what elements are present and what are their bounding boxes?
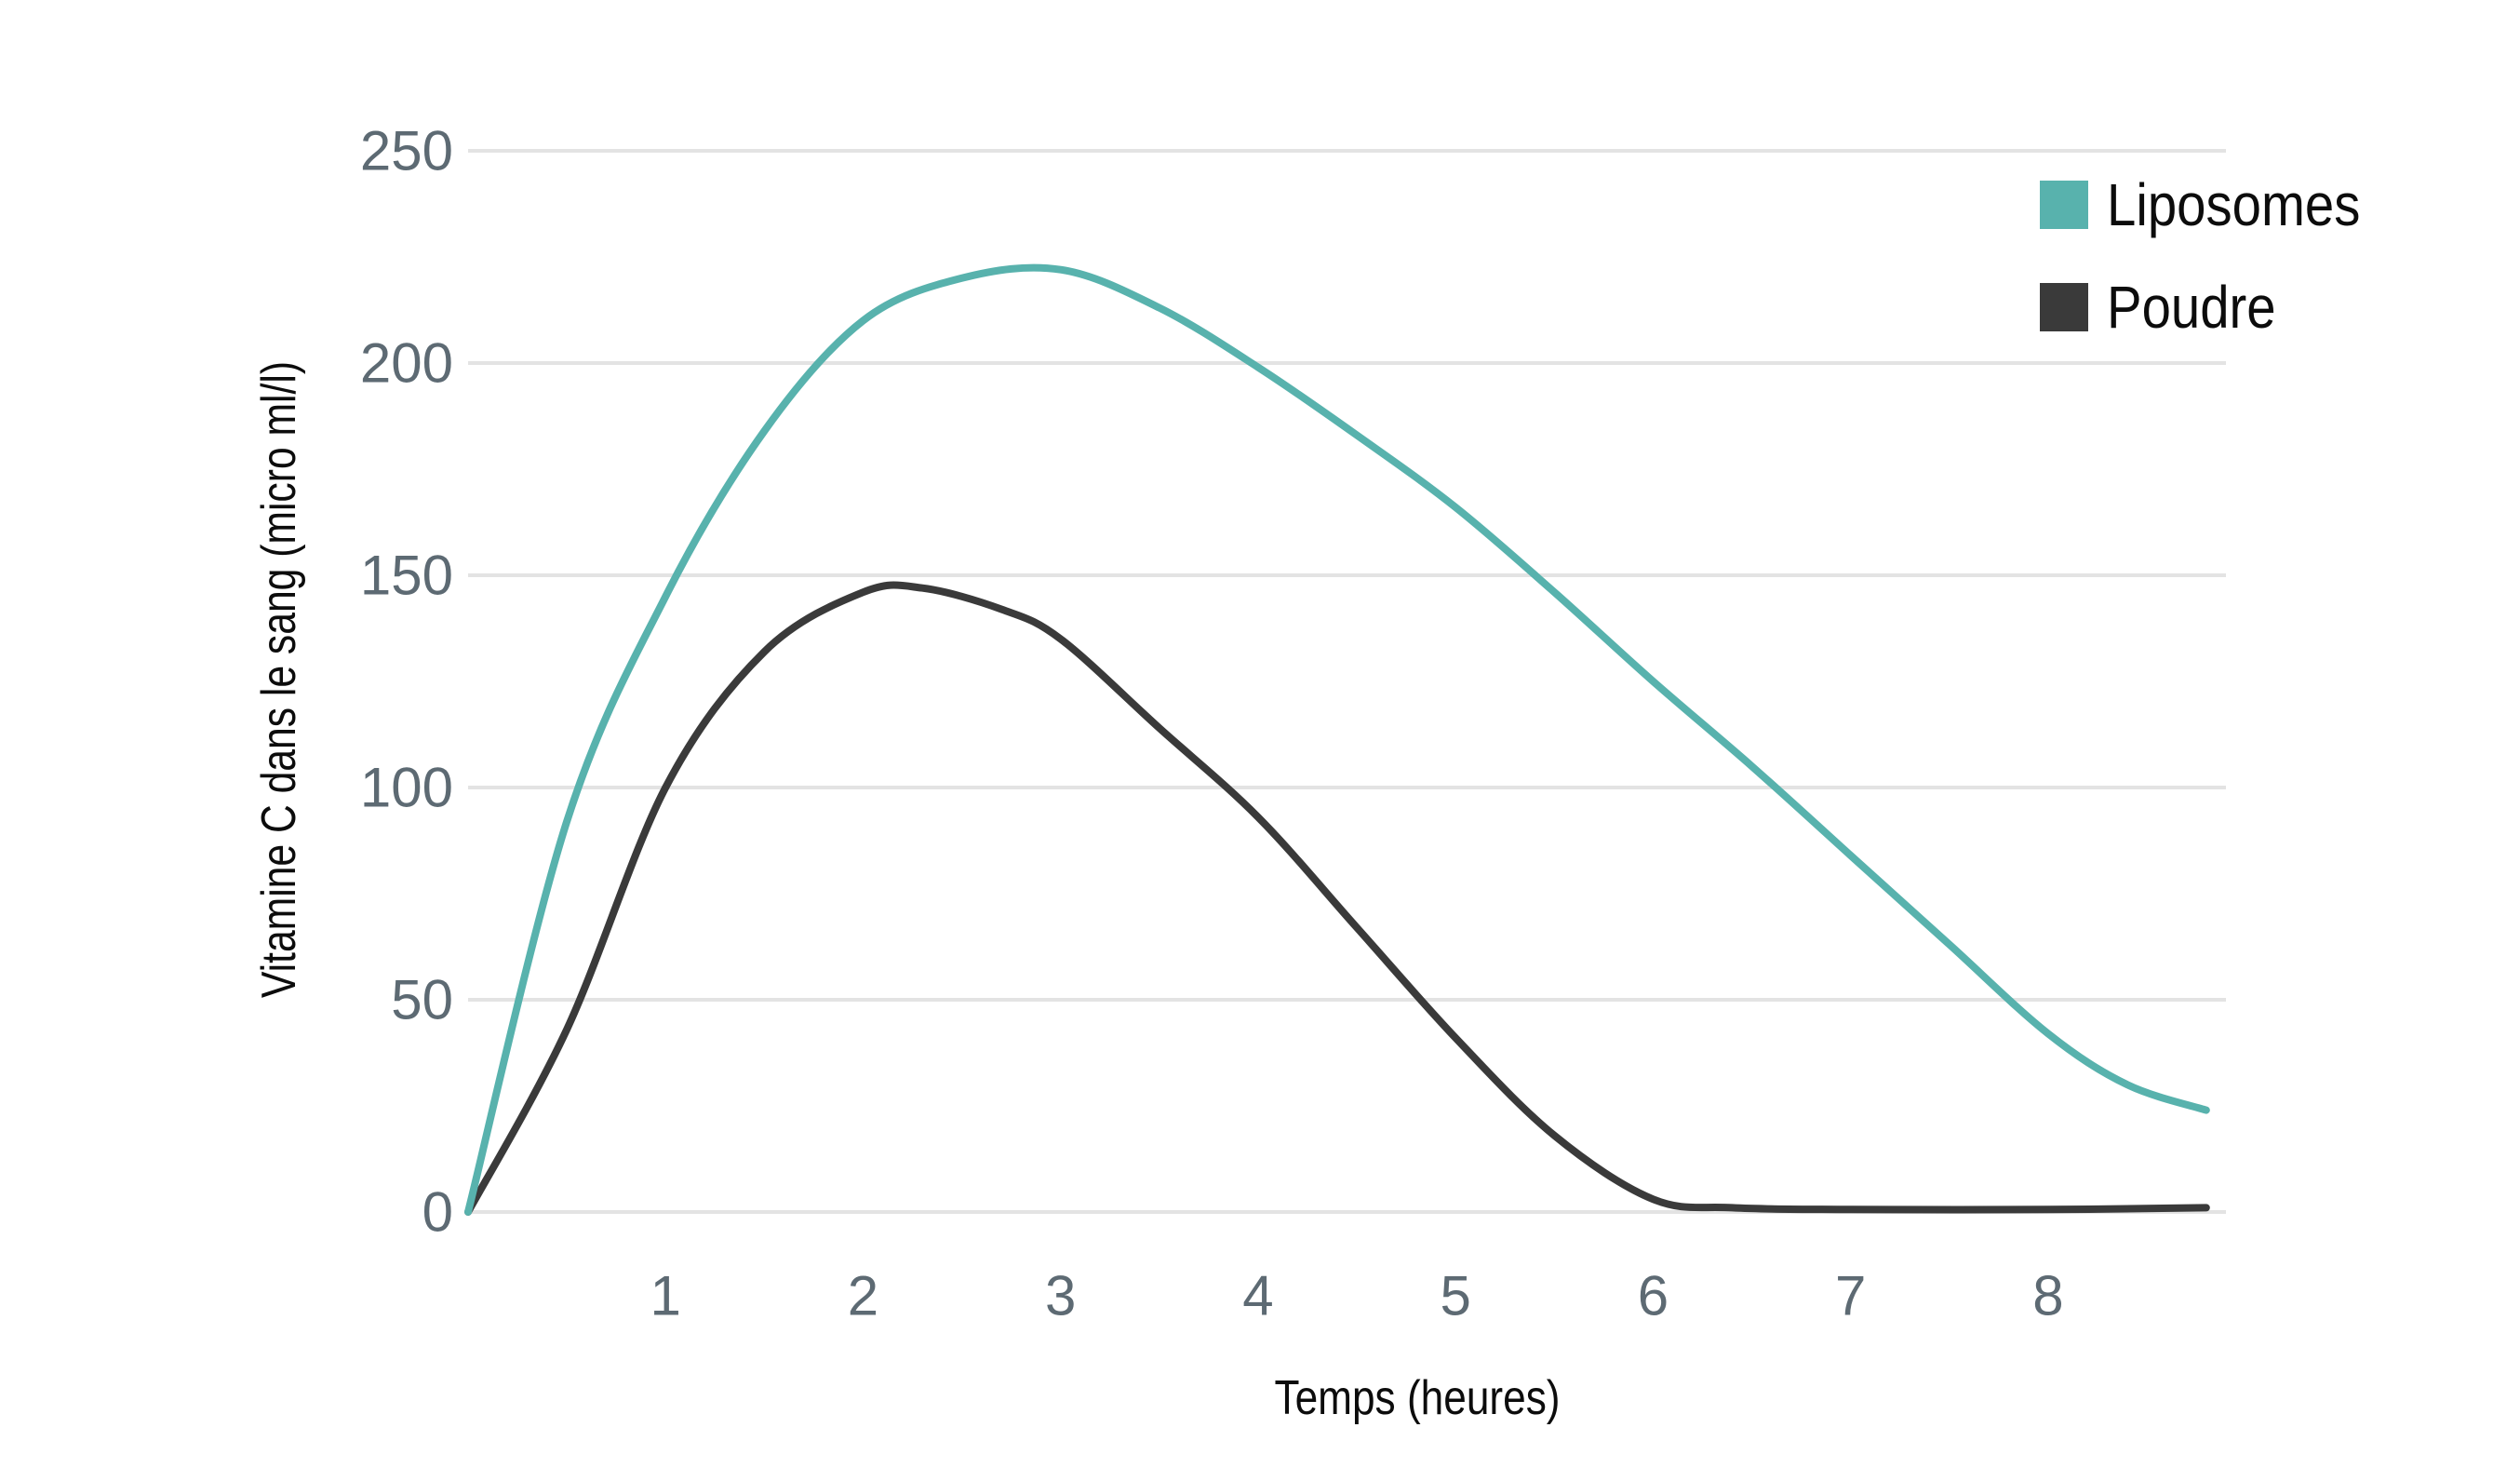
legend-item-liposomes: Liposomes <box>2040 170 2395 239</box>
x-tick-label: 2 <box>848 1265 878 1327</box>
legend-label-liposomes: Liposomes <box>2107 171 2361 238</box>
x-tick-label: 5 <box>1441 1265 1471 1327</box>
y-tick-label: 50 <box>391 969 453 1031</box>
legend: Liposomes Poudre <box>2040 170 2395 342</box>
poudre-swatch <box>2040 283 2088 331</box>
x-tick-label: 7 <box>1835 1265 1866 1327</box>
x-tick-label: 1 <box>650 1265 681 1327</box>
legend-label-poudre: Poudre <box>2107 274 2276 341</box>
poudre-line <box>464 581 2210 1216</box>
y-tick-label: 200 <box>360 332 453 395</box>
y-tick-label: 150 <box>360 545 453 607</box>
liposomes-line <box>464 263 2210 1216</box>
x-tick-label: 6 <box>1638 1265 1669 1327</box>
y-tick-label: 100 <box>360 757 453 819</box>
x-tick-label: 3 <box>1045 1265 1076 1327</box>
liposomes-swatch <box>2040 181 2088 229</box>
y-tick-label: 0 <box>422 1181 453 1244</box>
x-tick-label: 4 <box>1242 1265 1273 1327</box>
x-axis-title: Temps (heures) <box>1274 1371 1561 1425</box>
legend-item-poudre: Poudre <box>2040 273 2395 342</box>
y-tick-label: 250 <box>360 120 453 182</box>
x-tick-label: 8 <box>2032 1265 2063 1327</box>
y-axis-title: Vitamine C dans le sang (micro ml/l) <box>252 360 306 999</box>
